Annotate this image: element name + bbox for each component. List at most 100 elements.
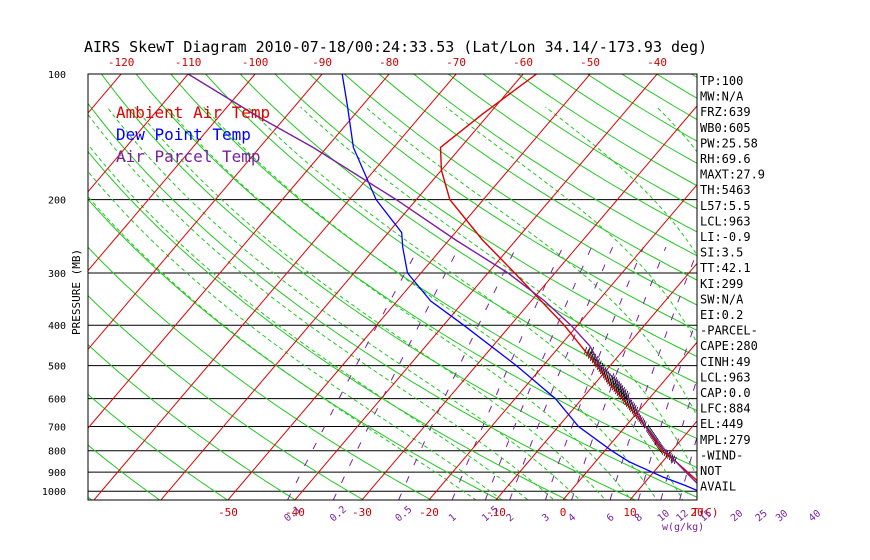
pressure-tick-label: 100 bbox=[48, 70, 66, 81]
cape-hatch-line bbox=[584, 346, 587, 355]
legend-entry: Dew Point Temp bbox=[116, 125, 251, 144]
mixing-ratio-tick-label: 1 bbox=[447, 512, 459, 524]
stat-line: L57:5.5 bbox=[700, 199, 751, 213]
isotherm-line bbox=[88, 74, 122, 114]
cape-hatch-line bbox=[595, 360, 599, 368]
dry-adiabat bbox=[412, 74, 697, 257]
top-temp-tick-label: -60 bbox=[513, 56, 533, 69]
stat-line: SW:N/A bbox=[700, 292, 744, 306]
mixing-ratio-line bbox=[637, 317, 697, 500]
moist-adiabat bbox=[106, 106, 581, 500]
stat-line: WB0:605 bbox=[700, 121, 751, 135]
moist-adiabat bbox=[300, 106, 697, 478]
cape-hatch-line bbox=[620, 388, 623, 397]
cape-hatch-line bbox=[586, 349, 589, 357]
cape-hatch-line bbox=[608, 379, 612, 387]
pressure-tick-label: 600 bbox=[48, 395, 66, 406]
pressure-tick-label: 700 bbox=[48, 423, 66, 434]
pressure-tick-label: 200 bbox=[48, 196, 66, 207]
dry-adiabat bbox=[793, 0, 870, 508]
dry-adiabat bbox=[378, 74, 697, 281]
mixing-ratio-tick-label: 25 bbox=[754, 508, 770, 524]
moist-adiabat bbox=[365, 106, 697, 417]
dry-adiabat bbox=[447, 74, 697, 233]
stat-line: KI:299 bbox=[700, 277, 743, 291]
dry-adiabat bbox=[88, 393, 229, 500]
cape-hatch-line bbox=[612, 379, 615, 387]
mixing-ratio-line bbox=[451, 246, 564, 500]
mixing-ratio-tick-label: 4 bbox=[566, 512, 578, 524]
cape-hatch-line bbox=[627, 401, 631, 409]
stat-line: LFC:884 bbox=[700, 402, 751, 416]
cape-hatch-line bbox=[617, 385, 620, 393]
dry-adiabat bbox=[853, 0, 870, 508]
mixing-ratio-line bbox=[679, 435, 697, 500]
cape-hatch-line bbox=[656, 439, 659, 447]
dry-adiabat bbox=[823, 0, 870, 508]
dry-adiabat bbox=[100, 74, 697, 498]
mixing-ratio-line bbox=[660, 377, 697, 500]
stat-line: SI:3.5 bbox=[700, 246, 743, 260]
isotherm-line bbox=[88, 74, 390, 429]
dry-adiabat bbox=[643, 0, 870, 508]
stat-line: PW:25.58 bbox=[700, 136, 758, 150]
mixing-ratio-tick-label: 6 bbox=[605, 512, 617, 524]
mixing-ratio-tick-label: 40 bbox=[807, 508, 823, 524]
isotherm-line bbox=[495, 262, 697, 500]
legend-entry: Ambient Air Temp bbox=[116, 103, 270, 122]
background-grid bbox=[88, 0, 870, 508]
top-temp-tick-label: -110 bbox=[175, 56, 202, 69]
cape-hatch-line bbox=[604, 369, 608, 377]
bottom-temp-tick-label: -40 bbox=[285, 506, 305, 519]
pressure-tick-label: 500 bbox=[48, 362, 66, 373]
dry-adiabat bbox=[274, 74, 697, 358]
pressure-tick-label: 800 bbox=[48, 447, 66, 458]
stat-line: LCL:963 bbox=[700, 370, 751, 384]
pressure-tick-label: 300 bbox=[48, 269, 66, 280]
pressure-tick-label: 900 bbox=[48, 468, 66, 479]
moist-adiabat bbox=[754, 107, 841, 508]
dry-adiabat bbox=[516, 74, 697, 187]
cape-hatch-line bbox=[615, 383, 619, 391]
cape-hatch-line bbox=[588, 351, 591, 359]
mixing-ratio-tick-label: 0.2 bbox=[328, 504, 349, 524]
cape-hatch-line bbox=[614, 377, 617, 385]
stat-line: MPL:279 bbox=[700, 433, 751, 447]
dry-adiabat bbox=[763, 0, 870, 508]
cape-hatch-line bbox=[638, 414, 642, 423]
bottom-temp-tick-label: 10 bbox=[623, 506, 636, 519]
cape-hatch-line bbox=[615, 386, 618, 395]
stat-line: MW:N/A bbox=[700, 90, 744, 104]
dry-adiabat bbox=[88, 444, 161, 500]
profile-traces bbox=[187, 74, 697, 492]
stat-line: LCL:963 bbox=[700, 214, 751, 228]
cape-hatch-line bbox=[613, 381, 617, 389]
top-temp-tick-label: -40 bbox=[647, 56, 667, 69]
ambient-air-temp-line bbox=[439, 74, 697, 482]
cape-hatch-line bbox=[587, 346, 591, 355]
mixing-ratio-tick-label: 2 bbox=[505, 512, 517, 524]
mixing-ratio-unit-label: w(g/kg) bbox=[662, 522, 704, 533]
pressure-tick-label: 1000 bbox=[42, 487, 66, 498]
plot-frame bbox=[87, 73, 698, 501]
dry-adiabat bbox=[343, 74, 697, 306]
isotherm-line bbox=[88, 74, 256, 272]
mixing-ratio-tick-label: 3 bbox=[540, 512, 552, 524]
cape-hatch-line bbox=[629, 399, 633, 408]
dry-adiabat bbox=[88, 343, 297, 500]
stat-line: AVAIL bbox=[700, 480, 736, 494]
dry-adiabat bbox=[88, 246, 433, 500]
top-temp-tick-label: -100 bbox=[242, 56, 269, 69]
moist-adiabat bbox=[203, 106, 658, 500]
x-axis-label: T(C) bbox=[692, 506, 719, 519]
isotherm-line bbox=[361, 105, 697, 500]
dry-adiabat bbox=[88, 102, 637, 500]
dry-adiabat bbox=[239, 74, 697, 384]
top-temp-tick-label: -80 bbox=[379, 56, 399, 69]
stat-line: EL:449 bbox=[700, 417, 743, 431]
mixing-ratio-line bbox=[544, 246, 644, 500]
stat-line: -WIND- bbox=[700, 448, 743, 462]
cape-hatch-line bbox=[624, 397, 628, 406]
cape-hatch-line bbox=[610, 377, 614, 385]
